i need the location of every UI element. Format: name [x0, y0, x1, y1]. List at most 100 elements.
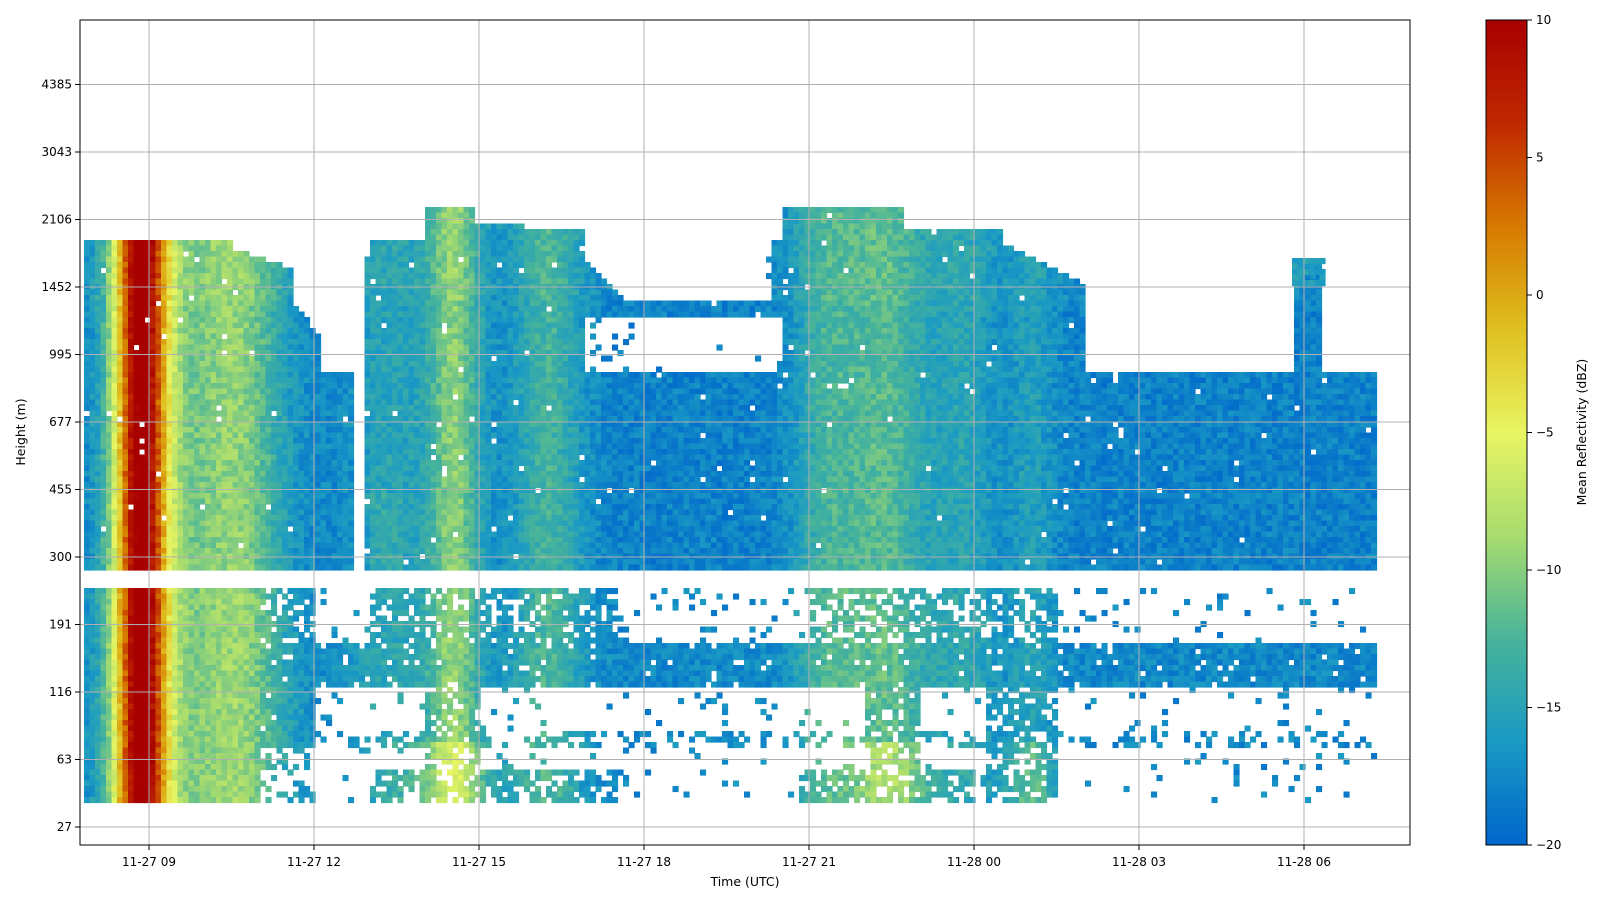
heatmap-cell — [199, 372, 206, 379]
heatmap-cell — [315, 509, 322, 516]
heatmap-cell — [243, 670, 250, 677]
heatmap-cell — [150, 482, 157, 489]
heatmap-cell — [276, 615, 283, 622]
heatmap-cell — [100, 698, 107, 705]
heatmap-cell — [133, 725, 140, 732]
heatmap-cell — [260, 416, 267, 423]
heatmap-cell — [194, 604, 201, 611]
heatmap-cell — [227, 786, 234, 793]
heatmap-cell — [194, 681, 201, 688]
heatmap-cell — [100, 333, 107, 340]
heatmap-cell — [381, 421, 388, 428]
heatmap-cell — [144, 515, 151, 522]
heatmap-cell — [139, 289, 146, 296]
heatmap-cell — [260, 399, 267, 406]
heatmap-cell — [194, 786, 201, 793]
heatmap-cell — [326, 526, 333, 533]
heatmap-cell — [293, 339, 300, 346]
heatmap-cell — [128, 714, 135, 721]
heatmap-cell — [144, 526, 151, 533]
heatmap-cell — [89, 615, 96, 622]
heatmap-cell — [298, 564, 305, 571]
heatmap-cell — [188, 399, 195, 406]
heatmap-cell — [337, 482, 344, 489]
heatmap-cell — [84, 764, 91, 771]
heatmap-cell — [232, 399, 239, 406]
heatmap-cell — [392, 526, 399, 533]
heatmap-cell — [227, 531, 234, 538]
heatmap-cell — [403, 366, 410, 373]
heatmap-cell — [161, 416, 168, 423]
heatmap-cell — [315, 731, 322, 738]
heatmap-cell — [337, 731, 344, 738]
heatmap-cell — [249, 421, 256, 428]
heatmap-cell — [84, 637, 91, 644]
heatmap-cell — [287, 278, 294, 285]
heatmap-cell — [309, 344, 316, 351]
heatmap-cell — [144, 487, 151, 494]
heatmap-cell — [150, 355, 157, 362]
heatmap-cell — [166, 355, 173, 362]
heatmap-cell — [397, 599, 404, 606]
heatmap-cell — [282, 703, 289, 710]
heatmap-cell — [271, 300, 278, 307]
heatmap-cell — [392, 372, 399, 379]
heatmap-cell — [188, 509, 195, 516]
heatmap-cell — [166, 333, 173, 340]
heatmap-cell — [249, 427, 256, 434]
heatmap-cell — [298, 377, 305, 384]
heatmap-cell — [139, 731, 146, 738]
heatmap-cell — [232, 714, 239, 721]
heatmap-cell — [100, 251, 107, 258]
heatmap-cell — [243, 328, 250, 335]
heatmap-cell — [100, 322, 107, 329]
heatmap-cell — [122, 654, 129, 661]
heatmap-cell — [122, 797, 129, 804]
heatmap-cell — [315, 564, 322, 571]
heatmap-cell — [243, 438, 250, 445]
heatmap-cell — [221, 615, 228, 622]
heatmap-cell — [304, 339, 311, 346]
heatmap-cell — [243, 289, 250, 296]
heatmap-cell — [155, 454, 162, 461]
heatmap-cell — [342, 648, 349, 655]
heatmap-cell — [271, 720, 278, 727]
heatmap-cell — [392, 443, 399, 450]
heatmap-cell — [133, 421, 140, 428]
heatmap-cell — [177, 240, 184, 247]
heatmap-cell — [172, 698, 179, 705]
heatmap-cell — [260, 758, 267, 765]
heatmap-cell — [375, 604, 382, 611]
heatmap-cell — [276, 311, 283, 318]
heatmap-cell — [139, 654, 146, 661]
heatmap-cell — [293, 548, 300, 555]
heatmap-cell — [282, 764, 289, 771]
heatmap-cell — [122, 537, 129, 544]
heatmap-cell — [210, 564, 217, 571]
heatmap-cell — [111, 526, 118, 533]
heatmap-cell — [254, 383, 261, 390]
heatmap-cell — [249, 632, 256, 639]
heatmap-cell — [150, 703, 157, 710]
heatmap-cell — [155, 764, 162, 771]
heatmap-cell — [348, 405, 355, 412]
heatmap-cell — [265, 322, 272, 329]
heatmap-cell — [122, 504, 129, 511]
heatmap-cell — [166, 361, 173, 368]
heatmap-cell — [293, 377, 300, 384]
heatmap-cell — [282, 273, 289, 280]
heatmap-cell — [320, 388, 327, 395]
heatmap-cell — [194, 780, 201, 787]
heatmap-cell — [205, 531, 212, 538]
heatmap-cell — [216, 350, 223, 357]
heatmap-cell — [188, 460, 195, 467]
heatmap-cell — [337, 676, 344, 683]
heatmap-cell — [348, 487, 355, 494]
heatmap-cell — [276, 537, 283, 544]
heatmap-cell — [298, 350, 305, 357]
heatmap-cell — [199, 328, 206, 335]
heatmap-cell — [210, 703, 217, 710]
heatmap-cell — [403, 526, 410, 533]
heatmap-cell — [392, 427, 399, 434]
heatmap-cell — [106, 388, 113, 395]
